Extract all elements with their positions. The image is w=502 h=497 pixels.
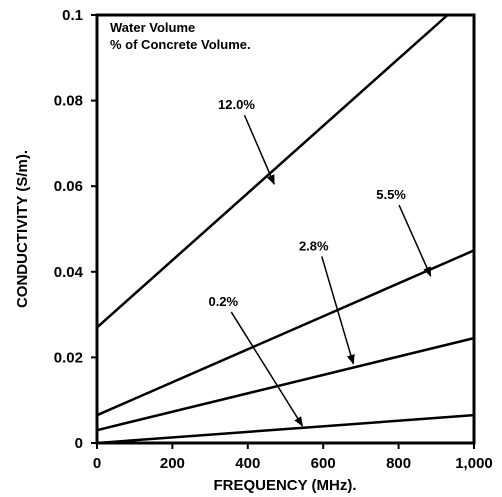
series-line: [96, 336, 475, 432]
series-annotation-label: 5.5%: [376, 187, 406, 202]
series-annotation-arrow: [398, 204, 432, 277]
y-tick-label: 0: [75, 435, 83, 452]
series-line: [96, 413, 475, 445]
plot-frame: [95, 13, 476, 445]
annotations: 12.0% 5.5% 2.8% 0.2%: [208, 97, 432, 427]
series-line: [96, 249, 475, 417]
y-axis-label: CONDUCTIVITY (S/m).: [14, 150, 31, 308]
axes: 0 200 400 600 800 1,000 0 0.02 0.04 0.06 0.08 0.1: [54, 7, 493, 472]
series-annotation-label: 12.0%: [218, 97, 255, 112]
x-tick-label: 800: [386, 455, 411, 472]
series-annotation-arrow: [321, 256, 355, 365]
x-tick-label: 200: [160, 455, 185, 472]
series-lines: [96, 14, 475, 445]
series-annotation-arrow: [243, 114, 275, 185]
x-tick-label: 1,000: [455, 455, 493, 472]
legend: Water Volume % of Concrete Volume.: [110, 20, 251, 52]
legend-title-line2: % of Concrete Volume.: [110, 37, 251, 52]
x-tick-label: 400: [235, 455, 260, 472]
y-tick-label: 0.04: [54, 264, 84, 281]
x-axis-label: FREQUENCY (MHz).: [213, 477, 356, 494]
y-tick-label: 0.08: [54, 93, 83, 110]
y-tick-label: 0.1: [62, 7, 83, 24]
x-tick-label: 0: [93, 455, 101, 472]
x-tick-label: 600: [311, 455, 336, 472]
series-annotation-label: 2.8%: [299, 238, 329, 253]
y-tick-label: 0.06: [54, 178, 83, 195]
series-annotation-label: 0.2%: [208, 294, 238, 309]
y-tick-label: 0.02: [54, 349, 83, 366]
legend-title-line1: Water Volume: [110, 20, 195, 35]
series-line: [96, 14, 449, 329]
series-annotation-arrow: [230, 311, 304, 427]
